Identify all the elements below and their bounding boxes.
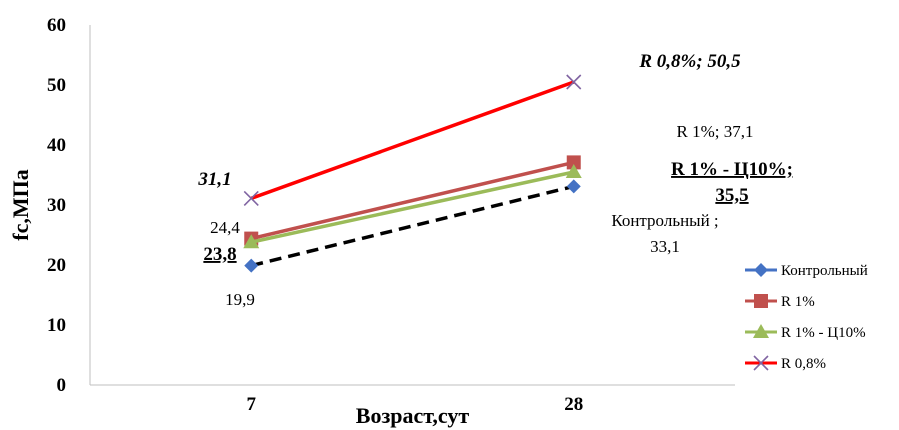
- series-2: [243, 164, 582, 249]
- x-axis-title: Возраст,сут: [356, 403, 470, 428]
- data-point-marker: [243, 234, 260, 249]
- series-0: [244, 179, 581, 273]
- data-label: Контрольный ;: [611, 211, 718, 230]
- data-label: 31,1: [197, 169, 231, 190]
- marker-stroke: [243, 190, 259, 206]
- series-line: [250, 184, 575, 268]
- marker-stroke: [753, 355, 769, 371]
- data-label: 24,4: [210, 218, 240, 237]
- data-label: 23,8: [203, 244, 236, 265]
- legend-item: R 0,8%: [745, 355, 826, 372]
- x-tick-label: 7: [247, 394, 257, 415]
- series-line: [250, 80, 575, 201]
- legend-label: R 0,8%: [781, 356, 826, 372]
- legend: Контрольный R 1% R 1% - Ц10% R 0,8%: [745, 263, 868, 372]
- data-point-marker: [243, 190, 259, 206]
- legend-swatch-marker: [753, 355, 769, 371]
- legend-item: R 1%: [745, 294, 815, 310]
- data-point-marker: [565, 164, 582, 178]
- data-label: R 0,8%; 50,5: [638, 51, 741, 72]
- y-axis-title: fc,МПа: [8, 169, 33, 240]
- y-tick-label: 20: [47, 255, 66, 276]
- y-tick-labels: 0 10 20 30 40 50 60: [47, 15, 66, 396]
- data-point-marker: [566, 74, 582, 90]
- x-tick-labels: 7 28: [247, 394, 584, 415]
- data-label: 35,5: [715, 185, 748, 206]
- data-label: R 1% - Ц10%;: [671, 159, 793, 180]
- legend-item: R 1% - Ц10%: [745, 324, 866, 341]
- marker-stroke: [566, 74, 582, 90]
- series-line: [250, 170, 575, 244]
- series-3: [243, 74, 582, 206]
- legend-swatch-marker: [754, 263, 768, 277]
- x-tick-label: 28: [564, 394, 583, 415]
- y-tick-label: 40: [47, 135, 66, 156]
- data-point-marker: [566, 179, 581, 194]
- y-tick-label: 10: [47, 315, 66, 336]
- data-point-marker: [244, 258, 259, 273]
- legend-label: Контрольный: [781, 263, 868, 279]
- legend-item: Контрольный: [745, 263, 868, 279]
- y-tick-label: 60: [47, 15, 66, 36]
- y-tick-label: 50: [47, 75, 66, 96]
- data-label: 33,1: [650, 237, 680, 256]
- data-labels: 19,9 Контрольный ; 33,1 24,4 R 1%; 37,1 23,8 R…: [197, 51, 793, 309]
- legend-label: R 1%: [781, 294, 815, 310]
- axes: [89, 25, 735, 386]
- data-label: 19,9: [225, 290, 255, 309]
- legend-label: R 1% - Ц10%: [781, 325, 866, 341]
- y-tick-label: 0: [57, 375, 67, 396]
- y-tick-label: 30: [47, 195, 66, 216]
- legend-swatch-marker: [753, 324, 769, 338]
- data-point-marker: [566, 155, 581, 170]
- series-line: [250, 160, 575, 241]
- legend-swatch-marker: [754, 294, 768, 308]
- series-layer: [243, 74, 582, 273]
- data-label: R 1%; 37,1: [677, 122, 754, 141]
